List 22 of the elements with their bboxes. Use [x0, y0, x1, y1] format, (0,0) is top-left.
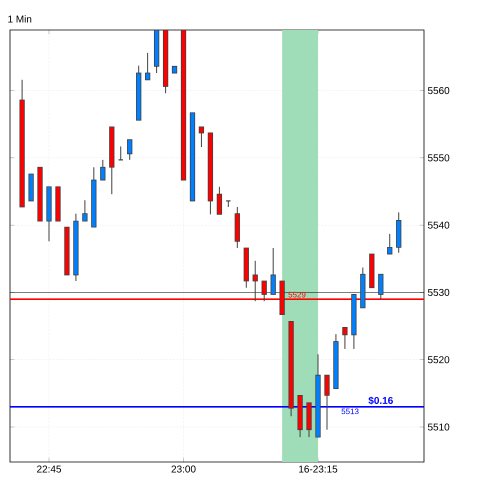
- y-tick-label: 5510: [428, 423, 450, 431]
- x-tick-label: 23:00: [172, 466, 196, 473]
- annotation: $0.16: [368, 396, 393, 405]
- candlestick: [270, 248, 276, 295]
- candlestick: [198, 126, 204, 148]
- x-tick-label: 16-23:15: [299, 466, 338, 473]
- y-tick-label: 5560: [428, 87, 450, 94]
- x-tick-label: 22:45: [37, 466, 62, 473]
- candlestick: [387, 233, 392, 255]
- y-tick-label: 5550: [428, 154, 450, 162]
- candlestick: [216, 186, 222, 215]
- candlestick: [100, 159, 106, 181]
- candlestick: [342, 326, 348, 350]
- candlestick: [144, 52, 150, 80]
- candlestick: [127, 139, 132, 160]
- candlestick: [82, 200, 88, 222]
- candlestick: [324, 374, 330, 430]
- chart-title: 1 Min: [8, 15, 32, 22]
- y-tick-label: 5520: [428, 356, 450, 364]
- y-tick-label: 5530: [428, 288, 450, 296]
- candlestick: [378, 274, 384, 300]
- y-tick-label: 5540: [428, 222, 450, 229]
